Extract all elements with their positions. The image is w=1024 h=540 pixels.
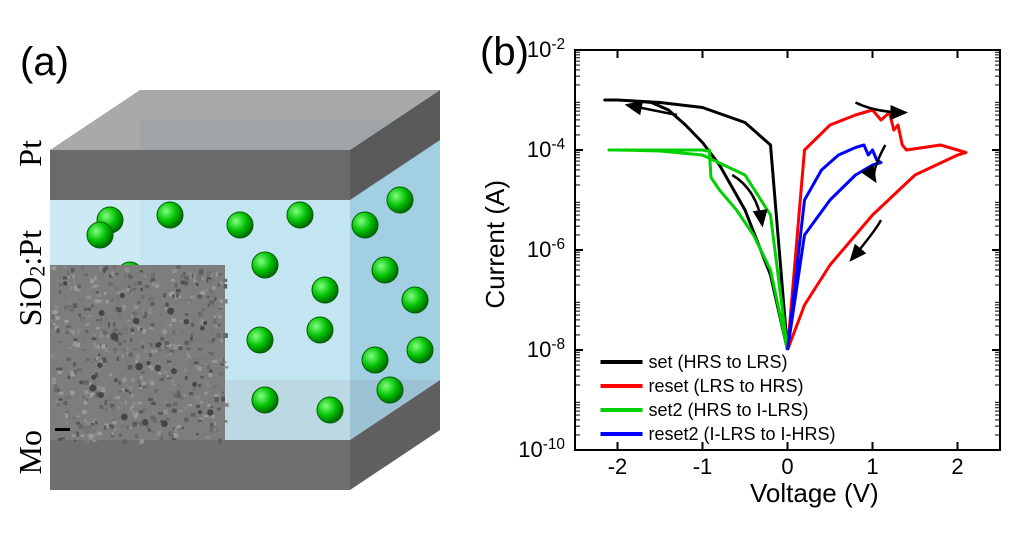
y-axis-label: Current (A): [480, 180, 511, 309]
svg-text:10-4: 10-4: [527, 136, 566, 163]
svg-text:2: 2: [951, 454, 963, 479]
panel-a: (a): [10, 30, 470, 510]
svg-text:-2: -2: [608, 454, 628, 479]
svg-text:reset2 (I-LRS to I-HRS): reset2 (I-LRS to I-HRS): [649, 424, 836, 444]
svg-text:10-8: 10-8: [527, 336, 565, 363]
svg-text:set (HRS to LRS): set (HRS to LRS): [649, 352, 788, 372]
device-stack-svg: [40, 40, 470, 500]
panel-b-label: (b): [480, 30, 529, 75]
panel-b: (b) -2 -1 0 1 2 10-10 10-8 10-6 10-4 10-2 set (HRS…: [480, 30, 1010, 510]
svg-text:1: 1: [866, 454, 878, 479]
x-axis-label: Voltage (V): [750, 478, 879, 509]
figure-container: (a): [0, 0, 1024, 540]
svg-text:10-6: 10-6: [527, 236, 565, 263]
mo-front-face: [50, 440, 350, 490]
panel-a-label: (a): [20, 40, 69, 85]
pt-front-face: [50, 150, 350, 200]
pt-label: Pt: [12, 140, 49, 167]
mo-label: Mo: [12, 430, 49, 474]
svg-text:10-10: 10-10: [518, 436, 565, 463]
svg-text:0: 0: [781, 454, 793, 479]
svg-text:10-2: 10-2: [527, 36, 565, 63]
sio2-sub: 2: [24, 266, 49, 277]
svg-text:-1: -1: [693, 454, 713, 479]
iv-chart-svg: -2 -1 0 1 2 10-10 10-8 10-6 10-4 10-2 set (HRS to …: [480, 30, 1010, 510]
svg-text:reset (LRS to HRS): reset (LRS to HRS): [649, 376, 804, 396]
tem-inset: [50, 265, 229, 444]
sio2-label: SiO2:Pt: [12, 230, 50, 326]
svg-text:set2 (HRS to I-LRS): set2 (HRS to I-LRS): [649, 400, 809, 420]
